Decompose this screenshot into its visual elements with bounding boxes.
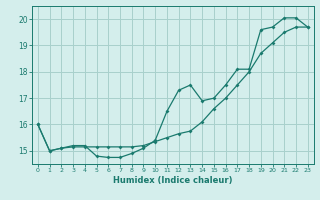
- X-axis label: Humidex (Indice chaleur): Humidex (Indice chaleur): [113, 176, 233, 185]
